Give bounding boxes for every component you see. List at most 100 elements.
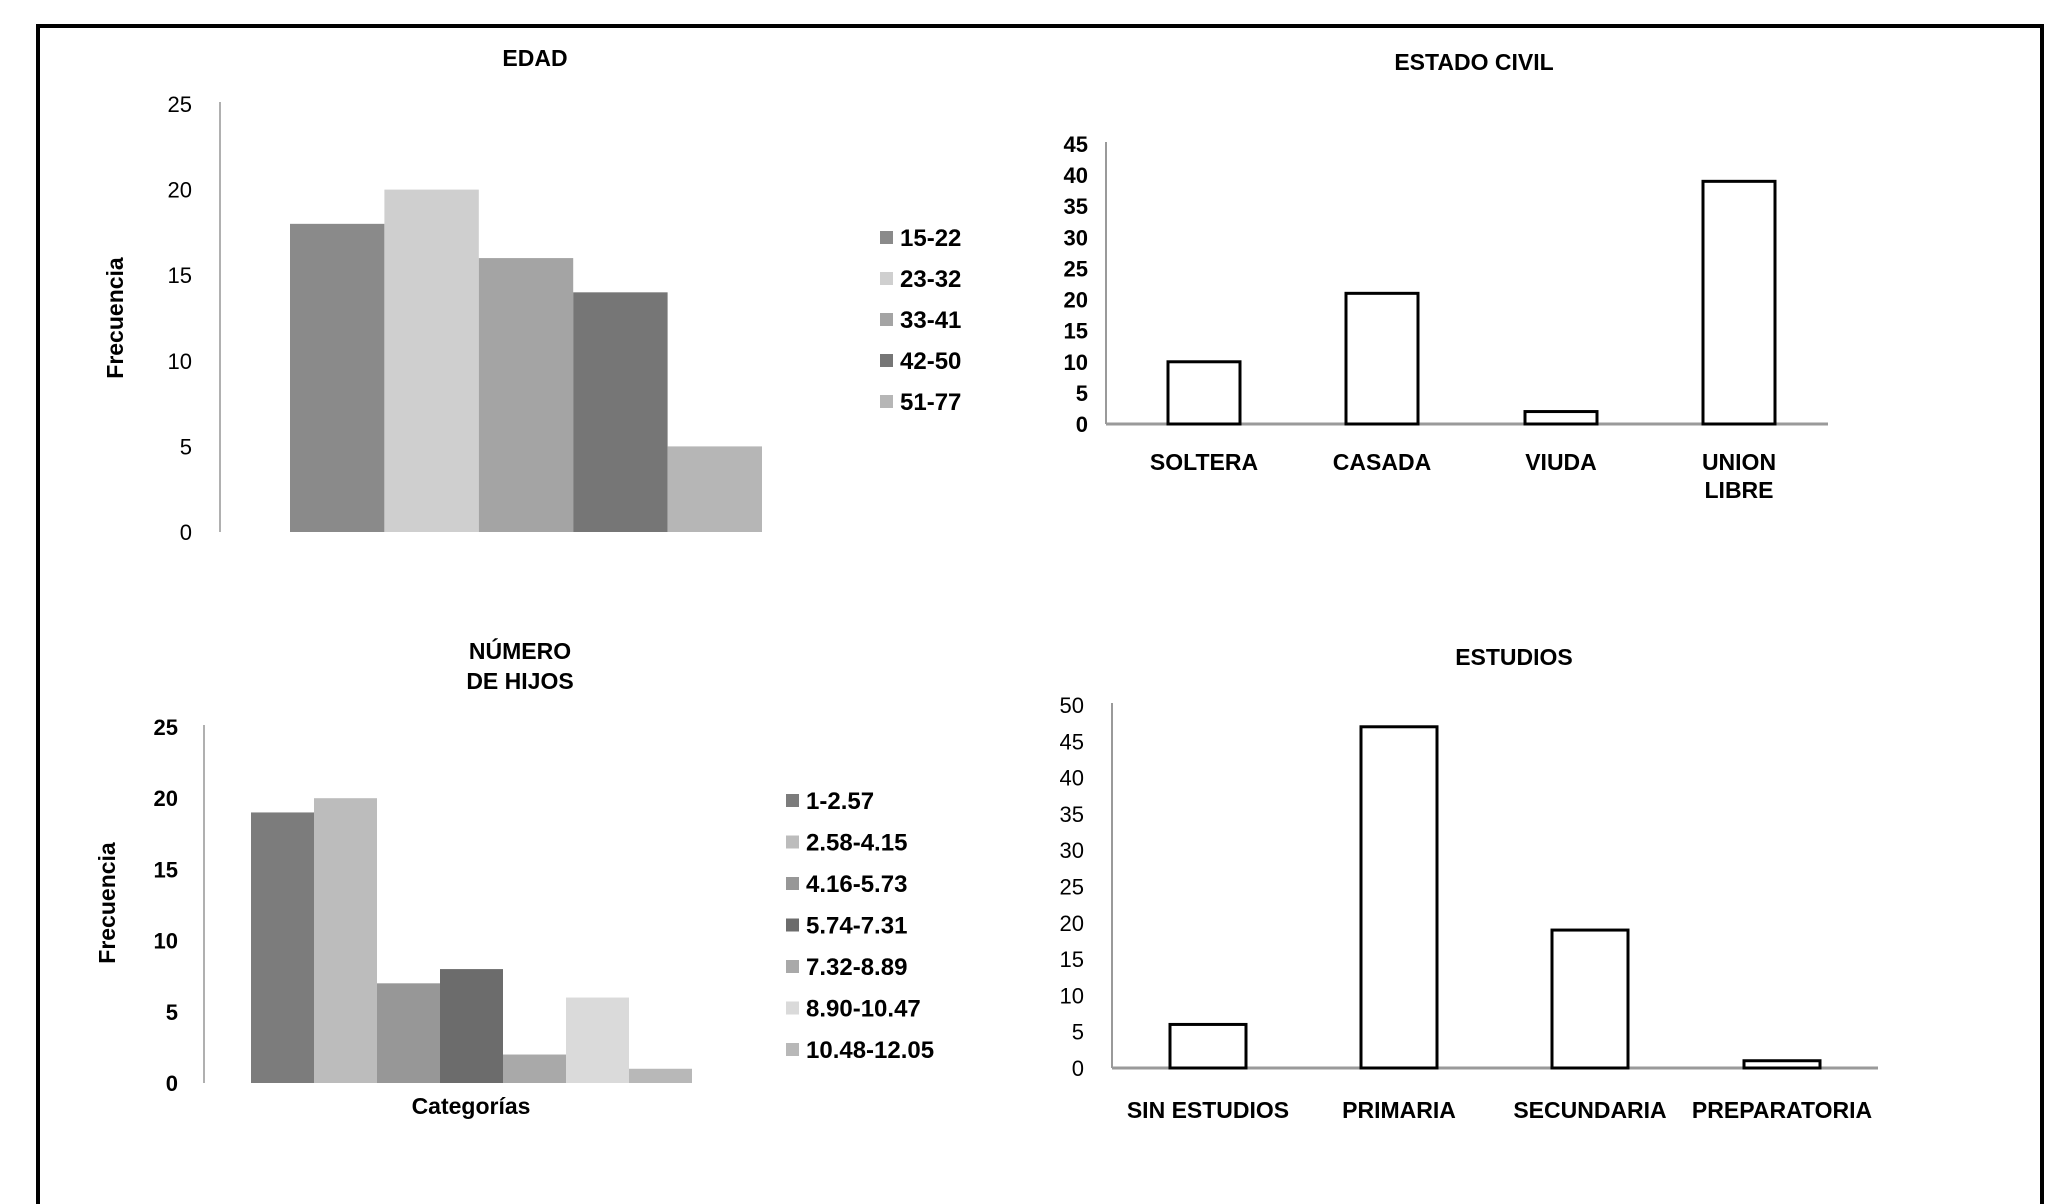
chart-title: ESTUDIOS xyxy=(1455,644,1573,670)
bar xyxy=(1344,291,1420,426)
bar xyxy=(1168,1022,1248,1070)
legend-swatch xyxy=(786,1001,799,1015)
bar-15-22 xyxy=(290,223,385,532)
legend-swatch xyxy=(880,395,893,408)
x-category-label: SECUNDARIA xyxy=(1513,1097,1666,1123)
y-tick-label: 15 xyxy=(1060,947,1084,972)
legend-label: 2.58-4.15 xyxy=(806,830,907,857)
bar-2.58-4.15 xyxy=(314,798,377,1083)
y-tick-label: 30 xyxy=(1064,225,1088,250)
legend-label: 42-50 xyxy=(900,348,961,375)
chart-title: NÚMERO xyxy=(469,637,571,664)
bar-33-41 xyxy=(478,258,574,532)
legend-label: 4.16-5.73 xyxy=(806,871,907,898)
y-tick-label: 10 xyxy=(1060,983,1084,1008)
x-category-label: SIN ESTUDIOS xyxy=(1127,1097,1289,1123)
legend-swatch xyxy=(786,835,799,849)
figure-frame xyxy=(36,24,2044,1204)
bar-42-50 xyxy=(573,292,668,532)
chart-title: ESTADO CIVIL xyxy=(1394,49,1553,75)
y-tick-label: 20 xyxy=(154,786,178,811)
bar xyxy=(1523,410,1599,426)
legend-label: 15-22 xyxy=(900,225,961,252)
legend-label: 7.32-8.89 xyxy=(806,954,907,981)
legend-swatch xyxy=(880,354,893,367)
chart-estudios: ESTUDIOS 0 5 10 15 20 25 30 35 40 45 50 SIN ESTUDIOS… xyxy=(1060,644,1878,1123)
legend-swatch xyxy=(786,877,799,890)
y-tick-label: 25 xyxy=(1060,875,1084,900)
y-tick-label: 50 xyxy=(1060,693,1084,718)
x-category-label: CASADA xyxy=(1333,449,1431,475)
legend-label: 8.90-10.47 xyxy=(806,996,921,1023)
y-axis-label: Frecuencia xyxy=(94,842,120,964)
y-tick-label: 5 xyxy=(1076,381,1088,406)
y-axis-label: Frecuencia xyxy=(102,257,128,379)
legend-swatch xyxy=(880,272,893,285)
bar xyxy=(1742,1059,1822,1070)
legend-swatch xyxy=(786,960,799,973)
bar xyxy=(1701,179,1777,426)
y-tick-label: 15 xyxy=(154,857,178,882)
y-tick-label: 25 xyxy=(168,92,192,117)
bar-51-77 xyxy=(667,446,762,532)
y-tick-label: 0 xyxy=(166,1071,178,1096)
y-tick-label: 15 xyxy=(168,263,192,288)
x-category-label: PREPARATORIA xyxy=(1692,1097,1872,1123)
y-tick-label: 20 xyxy=(1064,288,1088,313)
y-tick-label: 20 xyxy=(1060,911,1084,936)
bar xyxy=(1550,928,1630,1070)
chart-numero-de-hijos: NÚMERO DE HIJOS 0 5 10 15 20 25 Frecuencia Catego… xyxy=(94,637,934,1119)
y-tick-label: 10 xyxy=(168,349,192,374)
y-tick-label: 20 xyxy=(168,178,192,203)
y-tick-label: 35 xyxy=(1064,194,1088,219)
legend-label: 33-41 xyxy=(900,307,961,334)
bar-23-32 xyxy=(384,189,479,532)
x-axis-label: Categorías xyxy=(412,1093,531,1119)
legend-label: 10.48-12.05 xyxy=(806,1037,934,1064)
chart-estado-civil: ESTADO CIVIL 0 5 10 15 20 25 30 35 40 45 SOLTERA CAS… xyxy=(1064,49,1828,503)
x-category-label: SOLTERA xyxy=(1150,449,1258,475)
chart-title: DE HIJOS xyxy=(466,668,573,694)
legend-label: 51-77 xyxy=(900,389,961,416)
y-tick-label: 45 xyxy=(1064,132,1088,157)
y-tick-label: 0 xyxy=(180,520,192,545)
x-category-label: UNION xyxy=(1702,449,1776,475)
x-category-label: PRIMARIA xyxy=(1342,1097,1456,1123)
y-tick-label: 5 xyxy=(1072,1020,1084,1045)
y-tick-label: 30 xyxy=(1060,838,1084,863)
legend-swatch xyxy=(880,231,893,244)
legend-label: 1-2.57 xyxy=(806,788,874,815)
legend-swatch xyxy=(786,1043,799,1056)
legend-swatch xyxy=(786,918,799,932)
bar-7.32-8.89 xyxy=(503,1054,566,1083)
legend-swatch xyxy=(786,794,799,807)
y-tick-label: 10 xyxy=(1064,350,1088,375)
x-category-label: VIUDA xyxy=(1525,449,1597,475)
y-tick-label: 0 xyxy=(1076,412,1088,437)
bar-4.16-5.73 xyxy=(377,983,440,1083)
y-tick-label: 40 xyxy=(1060,766,1084,791)
bar xyxy=(1359,725,1439,1070)
bar-5.74-7.31 xyxy=(440,969,503,1083)
y-tick-label: 40 xyxy=(1064,163,1088,188)
y-tick-label: 15 xyxy=(1064,319,1088,344)
y-tick-label: 0 xyxy=(1072,1056,1084,1081)
bar xyxy=(1166,360,1242,426)
y-tick-label: 10 xyxy=(154,929,178,954)
legend-swatch xyxy=(880,313,893,326)
y-tick-label: 5 xyxy=(166,1000,178,1025)
bar-8.90-10.47 xyxy=(566,997,629,1083)
y-tick-label: 35 xyxy=(1060,802,1084,827)
bar-10.48-12.05 xyxy=(629,1068,692,1083)
x-category-label: LIBRE xyxy=(1705,477,1774,503)
chart-edad: EDAD 0 5 10 15 20 25 Frecuencia 15-22 23-32 33-41 4… xyxy=(102,45,961,545)
bar-1-2.57 xyxy=(251,812,314,1083)
y-tick-label: 5 xyxy=(180,434,192,459)
legend-label: 5.74-7.31 xyxy=(806,913,907,940)
chart-title: EDAD xyxy=(502,45,567,71)
y-tick-label: 25 xyxy=(1064,256,1088,281)
y-tick-label: 45 xyxy=(1060,729,1084,754)
legend-label: 23-32 xyxy=(900,266,961,293)
y-tick-label: 25 xyxy=(154,715,178,740)
